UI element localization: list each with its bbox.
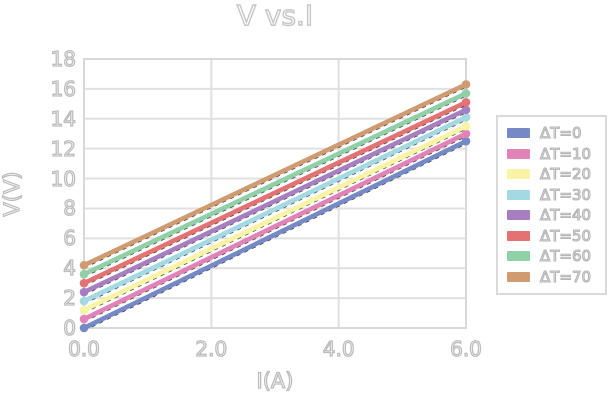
y-tick-label: 14 (50, 106, 77, 131)
legend: ΔT=0 ΔT=10 ΔT=20 ΔT=30 ΔT=40 ΔT=50 ΔT=60 ΔT=70 (496, 115, 607, 295)
series-endpoint-marker (79, 260, 89, 270)
legend-swatch (507, 189, 530, 200)
series-endpoint-marker (79, 278, 89, 288)
x-tick-label: 6.0 (449, 337, 482, 361)
series-endpoint-marker (461, 105, 471, 115)
y-tick-label: 2 (63, 286, 77, 311)
legend-swatch (507, 251, 530, 262)
legend-swatch (507, 210, 530, 221)
legend-swatch (507, 271, 530, 282)
x-tick-label: 4.0 (322, 337, 355, 361)
legend-item: ΔT=50 (507, 226, 605, 247)
y-tick-label: 12 (50, 136, 77, 161)
legend-item: ΔT=60 (507, 246, 605, 267)
legend-item: ΔT=70 (507, 267, 605, 288)
legend-label: ΔT=60 (539, 247, 592, 266)
legend-item: ΔT=30 (507, 185, 605, 206)
legend-item: ΔT=20 (507, 164, 605, 185)
legend-swatch (507, 230, 530, 241)
series-endpoint-marker (79, 287, 89, 297)
series-endpoint-marker (79, 269, 89, 279)
y-tick-label: 4 (63, 256, 77, 281)
series-endpoint-marker (461, 121, 471, 131)
legend-label: ΔT=20 (539, 165, 592, 184)
legend-label: ΔT=50 (539, 226, 592, 245)
series-line (81, 123, 469, 313)
y-tick-label: 10 (50, 166, 77, 191)
legend-label: ΔT=70 (539, 267, 592, 286)
series-endpoint-marker (79, 323, 89, 333)
y-tick-label: 16 (50, 76, 77, 101)
series-line (81, 82, 469, 268)
y-tick-label: 6 (63, 226, 77, 251)
legend-label: ΔT=40 (539, 206, 592, 225)
y-axis-title: V(V) (0, 171, 25, 217)
legend-swatch (507, 128, 530, 139)
series-line (81, 91, 469, 277)
x-tick-label: 2.0 (195, 337, 228, 361)
legend-swatch (507, 148, 530, 159)
legend-swatch (507, 169, 530, 180)
chart-title: V vs.I (236, 0, 314, 32)
series-endpoint-marker (461, 89, 471, 98)
series-endpoint-marker (79, 314, 89, 324)
series-endpoint-marker (461, 80, 471, 89)
series-line (81, 114, 469, 304)
series-endpoint-marker (79, 296, 89, 306)
series-endpoint-marker (79, 305, 89, 315)
legend-item: ΔT=10 (507, 144, 605, 165)
series-line (81, 100, 469, 286)
y-tick-label: 0 (63, 316, 77, 340)
legend-label: ΔT=0 (539, 124, 582, 143)
series-line (81, 131, 469, 322)
series-line (81, 107, 469, 295)
series-endpoint-marker (461, 129, 471, 139)
x-axis-title: I(A) (256, 368, 294, 393)
legend-item: ΔT=40 (507, 205, 605, 226)
legend-label: ΔT=30 (539, 185, 592, 204)
legend-item: ΔT=0 (507, 123, 605, 144)
y-tick-label: 18 (50, 47, 77, 71)
series-endpoint-marker (461, 136, 471, 146)
y-tick-label: 8 (63, 196, 77, 221)
series-endpoint-marker (461, 98, 471, 107)
series-line (81, 138, 469, 331)
series-endpoint-marker (461, 112, 471, 122)
plot-border (83, 58, 467, 329)
legend-label: ΔT=10 (539, 144, 592, 163)
x-tick-label: 0.0 (67, 337, 100, 361)
